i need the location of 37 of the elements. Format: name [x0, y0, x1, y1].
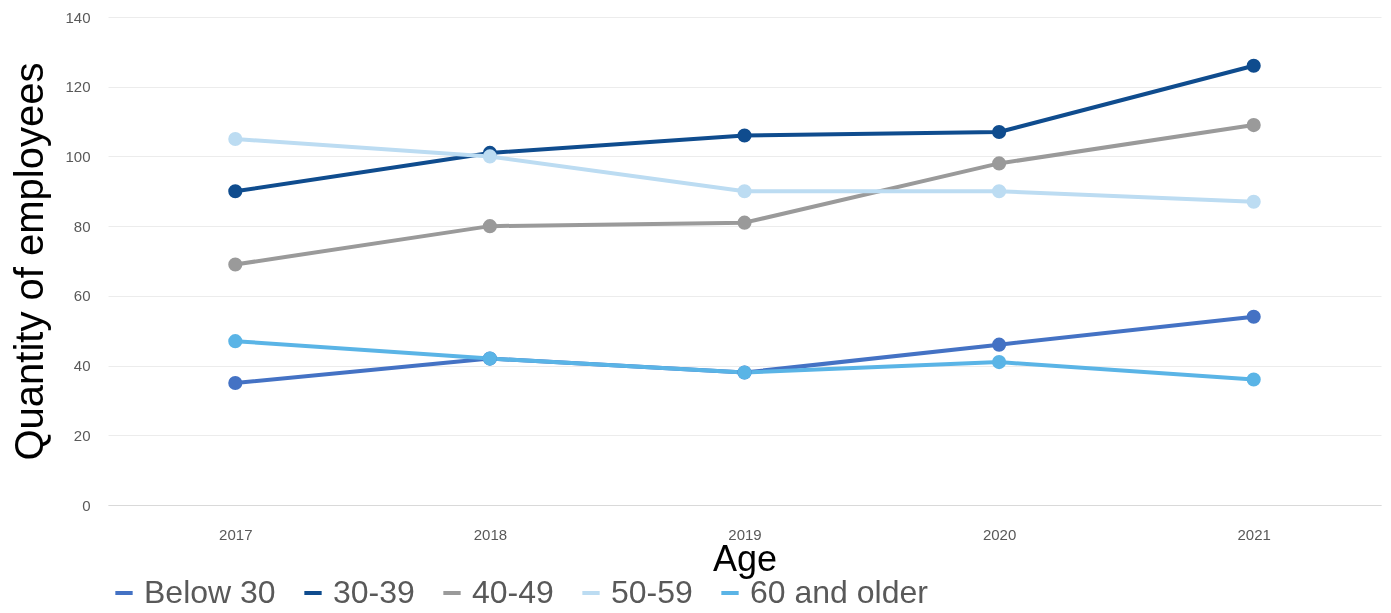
point	[1246, 58, 1261, 73]
point	[992, 156, 1007, 171]
point	[228, 131, 243, 147]
point	[228, 257, 243, 272]
point	[992, 337, 1007, 352]
legend-label: 50-59	[611, 574, 693, 610]
legend-label: 30-39	[333, 574, 415, 610]
point	[1246, 309, 1261, 324]
point	[737, 215, 752, 230]
point	[992, 124, 1007, 140]
x-tick-label: 2020	[982, 525, 1017, 543]
point	[228, 334, 243, 349]
point	[737, 128, 752, 143]
point	[737, 184, 752, 199]
x-tick-label: 2021	[1237, 525, 1271, 543]
legend-label: 40-49	[472, 574, 554, 610]
point	[1246, 372, 1261, 387]
y-tick-label: 120	[65, 78, 91, 96]
point	[1246, 118, 1261, 133]
point	[482, 149, 497, 164]
y-tick-label: 140	[65, 8, 91, 26]
point	[228, 375, 243, 391]
x-tick-label: 2018	[473, 525, 508, 543]
y-tick-label: 80	[73, 217, 91, 235]
y-tick-label: 40	[73, 357, 91, 375]
point	[1246, 194, 1261, 209]
y-tick-label: 0	[82, 496, 91, 514]
y-tick-label: 60	[73, 287, 91, 305]
y-tick-label: 100	[65, 147, 91, 165]
point	[992, 184, 1007, 199]
point	[992, 355, 1007, 370]
x-tick-label: 2017	[219, 525, 253, 543]
y-tick-label: 20	[73, 426, 91, 444]
y-axis-title: Quantity of employees	[7, 62, 52, 461]
point	[482, 219, 497, 234]
point	[228, 184, 243, 199]
legend-label: Below 30	[144, 574, 276, 610]
